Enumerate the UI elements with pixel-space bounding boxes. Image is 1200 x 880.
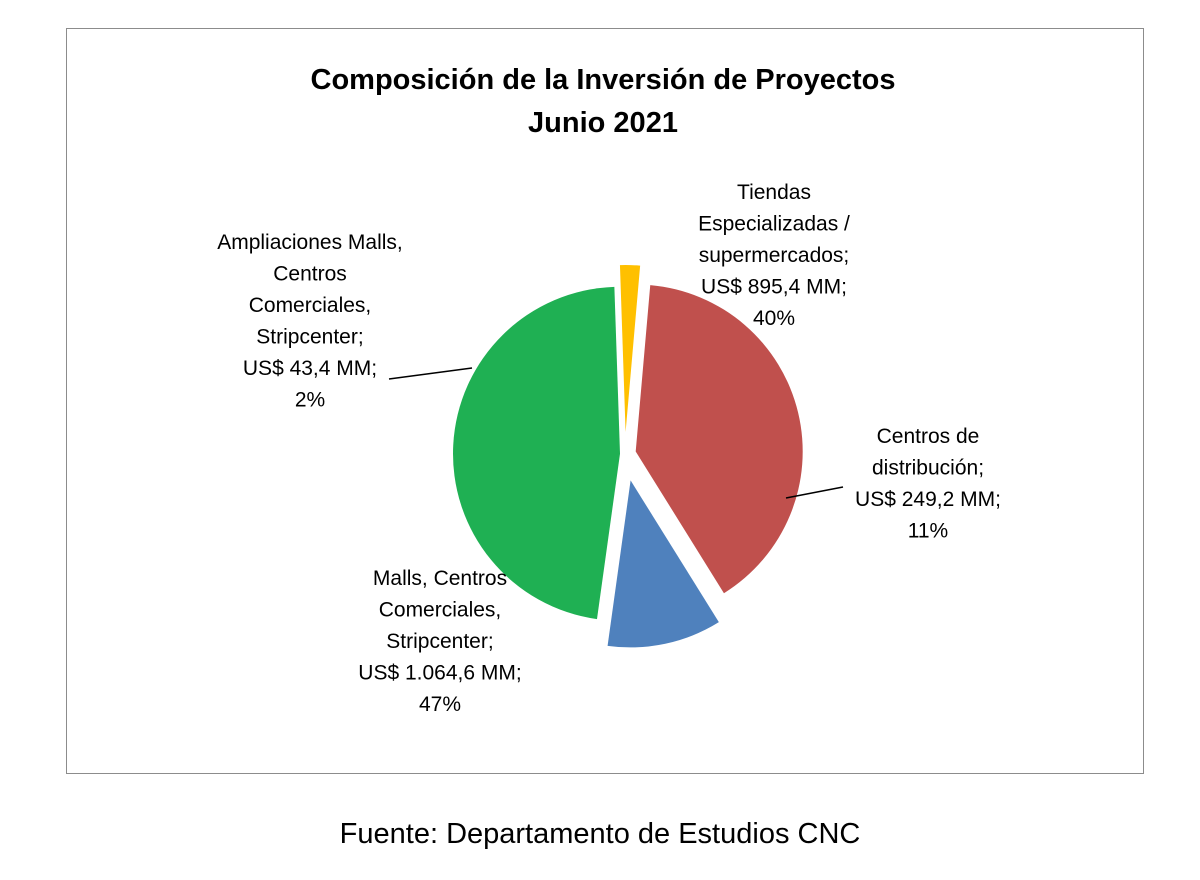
pie-slice bbox=[453, 286, 621, 620]
leader-line bbox=[388, 367, 473, 380]
leader-lines bbox=[388, 367, 844, 499]
source-note: Fuente: Departamento de Estudios CNC bbox=[339, 818, 861, 850]
pie-slice bbox=[635, 285, 803, 594]
pie-slice bbox=[607, 480, 719, 648]
chart-title-line: Composición de la Inversión de Proyectos bbox=[311, 64, 896, 96]
data-label: Centros de distribución; US$ 249,2 MM; 11% bbox=[855, 425, 1001, 543]
chart-title: Composición de la Inversión de Proyectos… bbox=[311, 64, 896, 139]
chart-title-line: Junio 2021 bbox=[528, 107, 678, 139]
data-label: Malls, Centros Comerciales, Stripcenter; US… bbox=[358, 567, 521, 716]
slice-labels: Tiendas Especializadas / supermercados; US$… bbox=[217, 181, 1001, 716]
leader-line bbox=[785, 486, 844, 499]
pie-slices bbox=[453, 265, 803, 648]
data-label: Ampliaciones Malls, Centros Comerciales, St… bbox=[217, 231, 403, 412]
pie-slice bbox=[619, 265, 641, 433]
data-label: Tiendas Especializadas / supermercados; US$… bbox=[698, 181, 850, 330]
